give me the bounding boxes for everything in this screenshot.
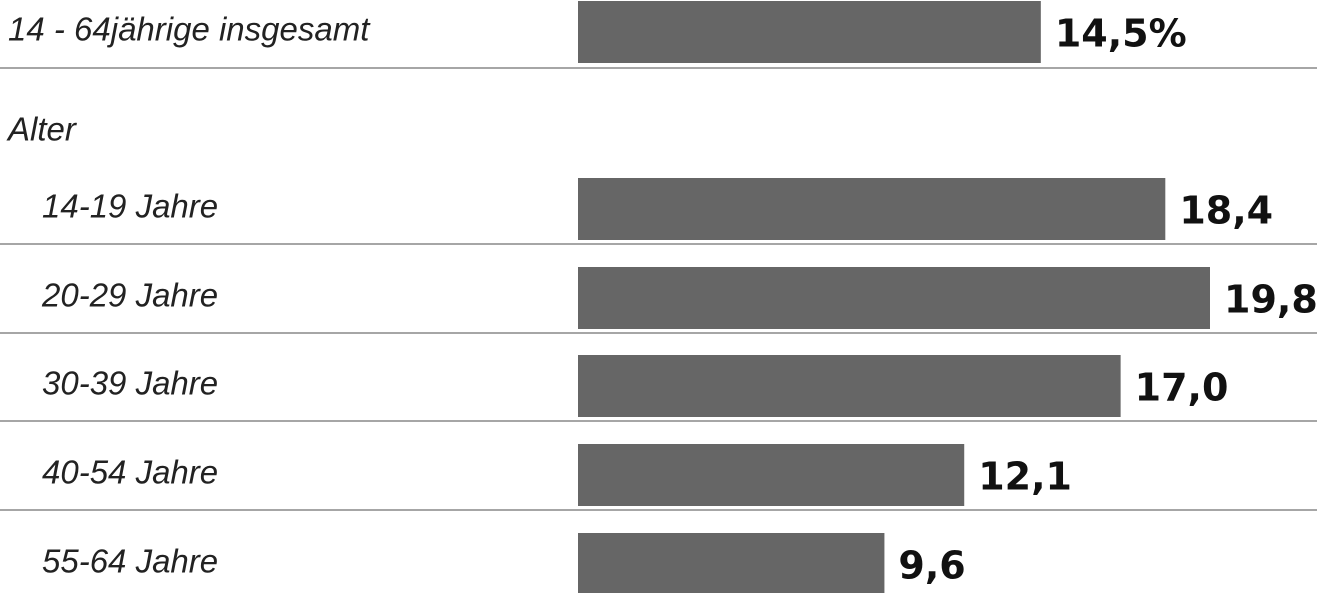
category-label: 55-64 Jahre [42,543,218,580]
group-label: Alter [6,111,78,148]
value-label: 17,0 [1135,366,1229,410]
category-label: 14 - 64jährige insgesamt [8,11,371,48]
bar [578,533,885,593]
bar [578,444,965,506]
bar [578,1,1041,63]
value-label: 9,6 [898,544,965,588]
value-label: 19,8 [1224,278,1317,322]
value-label: 12,1 [978,455,1072,499]
value-label: 14,5% [1055,12,1187,56]
category-label: 14-19 Jahre [42,188,218,225]
category-label: 20-29 Jahre [41,277,218,314]
bar [578,355,1121,417]
category-label: 30-39 Jahre [42,365,218,402]
bar [578,178,1166,240]
value-label: 18,4 [1179,189,1273,233]
bar [578,267,1210,329]
category-label: 40-54 Jahre [42,454,218,491]
